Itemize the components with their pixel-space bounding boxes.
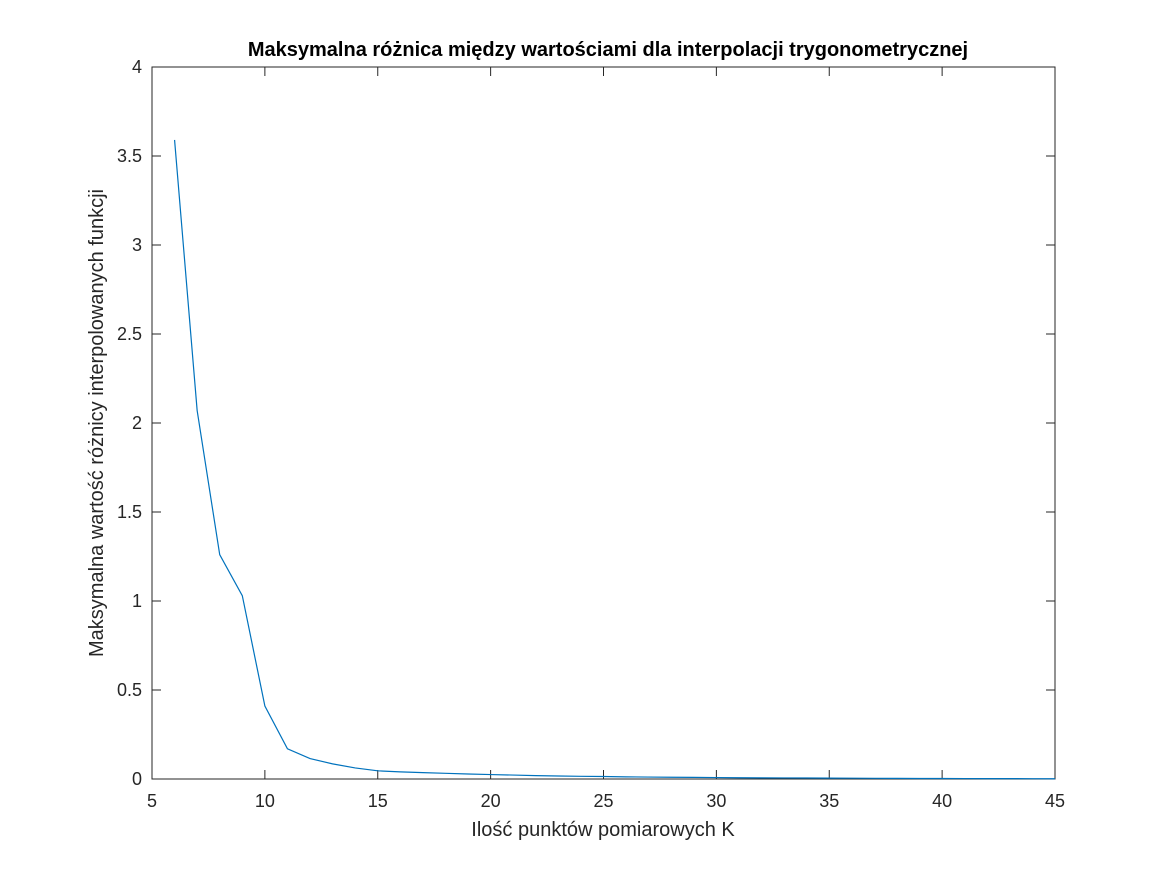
x-tick-label: 30 [706, 791, 726, 811]
y-tick-label: 0.5 [117, 680, 142, 700]
x-tick-label: 45 [1045, 791, 1065, 811]
x-axis-ticks: 5 10 15 20 25 30 35 40 45 [147, 67, 1065, 811]
y-axis-ticks: 0 0.5 1 1.5 2 2.5 3 3.5 4 [117, 57, 1055, 789]
y-tick-label: 2.5 [117, 324, 142, 344]
y-tick-label: 3.5 [117, 146, 142, 166]
series-line [173, 139, 1056, 780]
y-tick-label: 0 [132, 769, 142, 789]
y-tick-label: 2 [132, 413, 142, 433]
y-tick-label: 1 [132, 591, 142, 611]
y-axis-label: Maksymalna wartość różnicy interpolowany… [86, 189, 108, 657]
x-tick-label: 35 [819, 791, 839, 811]
chart-title: Maksymalna różnica między wartościami dl… [248, 39, 968, 61]
x-axis-label: Ilość punktów pomiarowych K [471, 819, 735, 841]
x-tick-label: 15 [368, 791, 388, 811]
plot-area [151, 66, 1056, 780]
x-tick-label: 5 [147, 791, 157, 811]
y-tick-label: 4 [132, 57, 142, 77]
y-tick-label: 3 [132, 235, 142, 255]
x-tick-label: 25 [593, 791, 613, 811]
x-tick-label: 40 [932, 791, 952, 811]
y-tick-label: 1.5 [117, 502, 142, 522]
x-tick-label: 10 [255, 791, 275, 811]
x-tick-label: 20 [481, 791, 501, 811]
